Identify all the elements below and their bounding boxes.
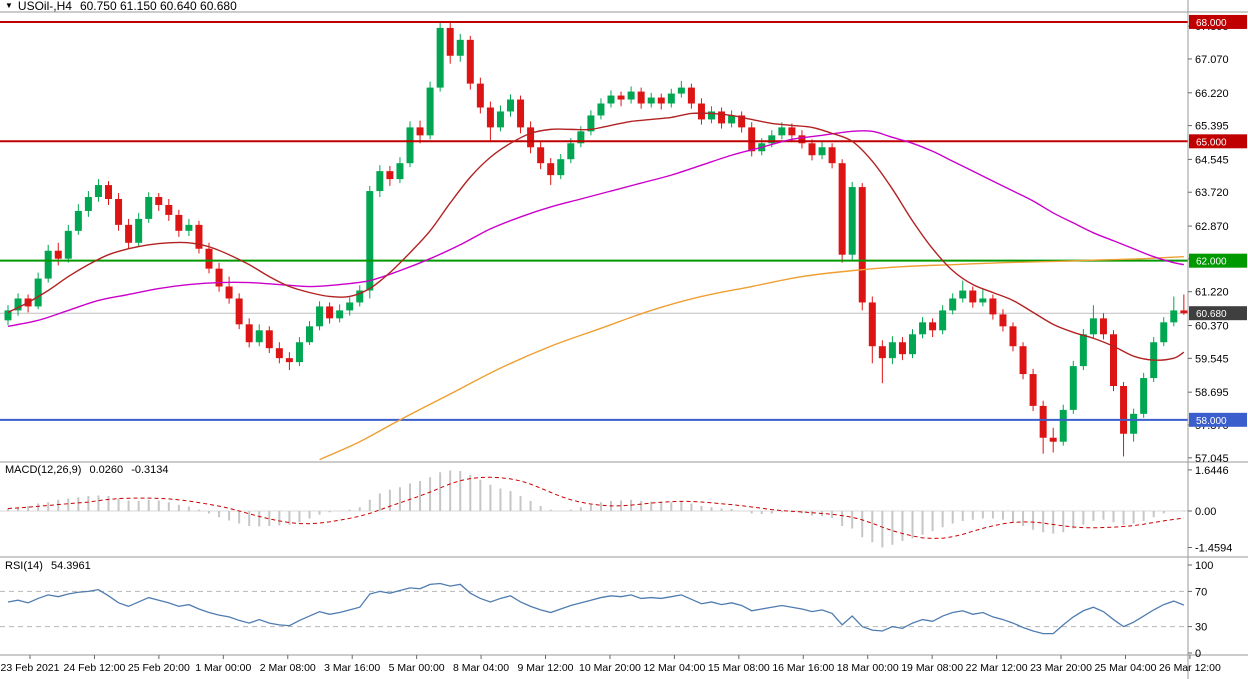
svg-text:25 Feb 20:00: 25 Feb 20:00 (128, 662, 190, 674)
rsi-value: 54.3961 (50, 560, 91, 572)
svg-text:68.000: 68.000 (1196, 18, 1227, 29)
svg-text:67.070: 67.070 (1195, 54, 1229, 66)
svg-text:19 Mar 08:00: 19 Mar 08:00 (901, 662, 963, 674)
rsi-pane (7, 582, 1185, 635)
svg-text:66.220: 66.220 (1195, 88, 1229, 100)
svg-text:65.395: 65.395 (1195, 121, 1229, 133)
price-scale: 67.89567.07066.22065.39564.54563.72062.8… (1188, 14, 1247, 660)
ma-lines-layer (7, 112, 1185, 461)
rsi-name: RSI(14) (5, 560, 43, 572)
svg-text:0.00: 0.00 (1195, 506, 1216, 518)
macd-indicator-label: MACD(12,26,9) 0.0260 -0.3134 (5, 464, 174, 476)
svg-text:24 Feb 12:00: 24 Feb 12:00 (63, 662, 125, 674)
macd-pane (7, 470, 1185, 548)
svg-text:58.000: 58.000 (1196, 416, 1227, 427)
svg-text:12 Mar 04:00: 12 Mar 04:00 (643, 662, 705, 674)
svg-text:1 Mar 00:00: 1 Mar 00:00 (195, 662, 251, 674)
svg-text:8 Mar 04:00: 8 Mar 04:00 (453, 662, 509, 674)
svg-text:-1.4594: -1.4594 (1195, 542, 1232, 554)
time-axis-region[interactable] (0, 655, 1248, 679)
symbol-dropdown-icon[interactable]: ▼ (5, 0, 13, 10)
svg-text:2 Mar 08:00: 2 Mar 08:00 (260, 662, 316, 674)
ohlc-values: 60.750 61.150 60.640 60.680 (79, 0, 237, 13)
svg-text:62.000: 62.000 (1196, 257, 1227, 268)
candles-layer (4, 21, 1188, 457)
svg-text:15 Mar 08:00: 15 Mar 08:00 (708, 662, 770, 674)
svg-text:62.870: 62.870 (1195, 221, 1229, 233)
svg-text:64.545: 64.545 (1195, 154, 1229, 166)
svg-text:16 Mar 16:00: 16 Mar 16:00 (772, 662, 834, 674)
symbol-period-label: USOil-,H4 (17, 0, 72, 13)
svg-text:60.370: 60.370 (1195, 321, 1229, 333)
chart-title-bar: ▼ USOil-,H4 60.750 61.150 60.640 60.680 (5, 0, 237, 13)
rsi-indicator-label: RSI(14) 54.3961 (5, 560, 96, 572)
price-scale-region[interactable] (1188, 0, 1248, 655)
svg-text:23 Mar 20:00: 23 Mar 20:00 (1030, 662, 1092, 674)
svg-text:65.000: 65.000 (1196, 137, 1227, 148)
svg-text:58.695: 58.695 (1195, 387, 1229, 399)
svg-text:61.220: 61.220 (1195, 287, 1229, 299)
svg-text:57.045: 57.045 (1195, 453, 1229, 465)
svg-text:22 Mar 12:00: 22 Mar 12:00 (966, 662, 1028, 674)
svg-text:1.6446: 1.6446 (1195, 465, 1229, 477)
svg-text:26 Mar 12:00: 26 Mar 12:00 (1159, 662, 1221, 674)
macd-main-value: 0.0260 (89, 464, 124, 476)
svg-text:30: 30 (1195, 622, 1207, 634)
svg-text:25 Mar 04:00: 25 Mar 04:00 (1095, 662, 1157, 674)
svg-text:23 Feb 2021: 23 Feb 2021 (1, 662, 60, 674)
svg-text:10 Mar 20:00: 10 Mar 20:00 (579, 662, 641, 674)
macd-signal-value: -0.3134 (131, 464, 169, 476)
svg-text:5 Mar 00:00: 5 Mar 00:00 (389, 662, 445, 674)
macd-name: MACD(12,26,9) (5, 464, 82, 476)
svg-text:60.680: 60.680 (1196, 309, 1227, 320)
svg-text:63.720: 63.720 (1195, 187, 1229, 199)
svg-text:70: 70 (1195, 586, 1207, 598)
svg-text:9 Mar 12:00: 9 Mar 12:00 (517, 662, 573, 674)
svg-text:3 Mar 16:00: 3 Mar 16:00 (324, 662, 380, 674)
svg-text:59.545: 59.545 (1195, 353, 1229, 365)
svg-text:0: 0 (1195, 648, 1201, 660)
svg-text:18 Mar 00:00: 18 Mar 00:00 (837, 662, 899, 674)
time-axis: 23 Feb 2021 24 Feb 12:00 25 Feb 20:00 1 Mar… (1, 655, 1221, 674)
svg-text:100: 100 (1195, 560, 1213, 572)
